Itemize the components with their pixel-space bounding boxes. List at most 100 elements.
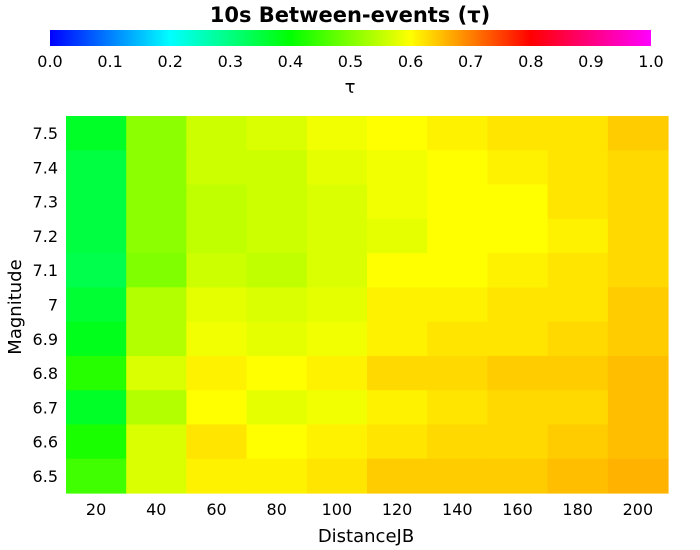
y-tick-label: 7: [48, 296, 58, 315]
heatmap-cell: [427, 458, 488, 494]
heatmap-cell: [487, 355, 549, 391]
heatmap-cells: [66, 116, 669, 494]
heatmap-cell: [186, 150, 248, 186]
colorbar-tick-label: 0.1: [97, 52, 122, 71]
x-tick-label: 20: [86, 500, 106, 519]
x-axis-ticks: 20 40 60 80 100 120 140 160 180 200: [86, 500, 653, 519]
heatmap-cell: [607, 424, 669, 460]
heatmap-cell: [126, 150, 187, 186]
x-tick-label: 40: [146, 500, 166, 519]
heatmap-cell: [246, 458, 308, 494]
y-tick-label: 6.6: [33, 433, 58, 452]
heatmap-cell: [66, 116, 127, 151]
heatmap-cell: [126, 218, 187, 254]
heatmap-cell: [306, 287, 368, 323]
heatmap-cell: [547, 321, 609, 357]
heatmap-cell: [66, 321, 127, 357]
heatmap-cell: [367, 424, 428, 460]
colorbar-label: τ: [345, 77, 356, 98]
heatmap-cell: [607, 150, 669, 186]
heatmap-cell: [126, 287, 187, 323]
heatmap-cell: [427, 116, 488, 151]
heatmap-cell: [306, 184, 368, 220]
heatmap-cell: [487, 390, 549, 426]
heatmap-cell: [547, 218, 609, 254]
colorbar-tick-label: 0.0: [37, 52, 62, 71]
heatmap-cell: [367, 390, 428, 426]
y-tick-label: 6.7: [33, 398, 58, 417]
heatmap-cell: [66, 218, 127, 254]
colorbar-tick-label: 1.0: [638, 52, 663, 71]
heatmap-cell: [306, 321, 368, 357]
colorbar-tick-label: 0.9: [578, 52, 603, 71]
heatmap-cell: [547, 184, 609, 220]
heatmap-cell: [487, 424, 549, 460]
chart-title: 10s Between-events (τ): [210, 3, 490, 27]
x-tick-label: 180: [562, 500, 593, 519]
heatmap-cell: [246, 321, 308, 357]
heatmap-cell: [306, 424, 368, 460]
heatmap-cell: [126, 355, 187, 391]
heatmap-cell: [306, 150, 368, 186]
heatmap-cell: [547, 116, 609, 151]
colorbar-tick-label: 0.7: [458, 52, 483, 71]
heatmap-cell: [306, 458, 368, 494]
y-tick-label: 6.9: [33, 330, 58, 349]
colorbar: [50, 30, 651, 46]
heatmap-cell: [427, 390, 488, 426]
x-tick-label: 60: [206, 500, 226, 519]
heatmap-cell: [487, 458, 549, 494]
x-tick-label: 80: [267, 500, 287, 519]
heatmap-cell: [607, 116, 669, 151]
heatmap-cell: [306, 355, 368, 391]
y-tick-label: 7.2: [33, 227, 58, 246]
heatmap-cell: [126, 253, 187, 288]
heatmap-cell: [126, 424, 187, 460]
heatmap-cell: [607, 253, 669, 288]
heatmap-cell: [547, 390, 609, 426]
heatmap-cell: [186, 458, 248, 494]
heatmap-cell: [66, 355, 127, 391]
heatmap-cell: [66, 253, 127, 288]
heatmap-cell: [246, 218, 308, 254]
heatmap-cell: [306, 253, 368, 288]
heatmap-cell: [186, 287, 248, 323]
heatmap-cell: [186, 184, 248, 220]
heatmap-cell: [246, 150, 308, 186]
heatmap-cell: [367, 287, 428, 323]
heatmap-cell: [367, 218, 428, 254]
heatmap-cell: [126, 390, 187, 426]
y-tick-label: 7.3: [33, 193, 58, 212]
x-tick-label: 140: [442, 500, 473, 519]
heatmap-cell: [427, 184, 488, 220]
heatmap-cell: [367, 253, 428, 288]
heatmap-cell: [487, 321, 549, 357]
heatmap-cell: [126, 116, 187, 151]
heatmap-cell: [427, 355, 488, 391]
heatmap-cell: [427, 218, 488, 254]
heatmap-cell: [427, 287, 488, 323]
heatmap-cell: [186, 253, 248, 288]
heatmap-cell: [186, 424, 248, 460]
heatmap-cell: [306, 116, 368, 151]
heatmap-cell: [427, 321, 488, 357]
heatmap-cell: [487, 184, 549, 220]
colorbar-tick-label: 0.3: [218, 52, 243, 71]
heatmap-cell: [427, 150, 488, 186]
colorbar-tick-label: 0.2: [157, 52, 182, 71]
heatmap-cell: [367, 184, 428, 220]
heatmap-cell: [607, 458, 669, 494]
heatmap-cell: [607, 355, 669, 391]
heatmap-cell: [66, 184, 127, 220]
heatmap-cell: [487, 218, 549, 254]
colorbar-tick-label: 0.4: [278, 52, 303, 71]
x-tick-label: 120: [382, 500, 413, 519]
heatmap-cell: [607, 287, 669, 323]
x-tick-label: 200: [623, 500, 654, 519]
heatmap-cell: [66, 424, 127, 460]
heatmap-cell: [367, 458, 428, 494]
heatmap-cell: [547, 150, 609, 186]
y-tick-label: 6.8: [33, 364, 58, 383]
heatmap-cell: [66, 287, 127, 323]
heatmap-cell: [246, 424, 308, 460]
